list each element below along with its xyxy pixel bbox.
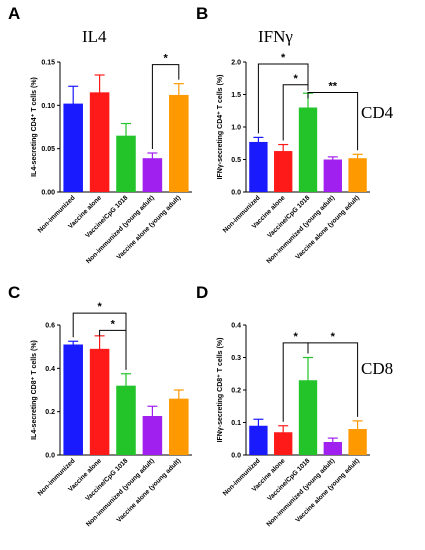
panel-a: A IL4 0.00 0.05 0.10 0.15 IL4-secreting CD4⁺ T…	[8, 4, 192, 265]
y-tick-label: 0.4	[231, 323, 241, 330]
bar	[89, 92, 110, 192]
y-axis-label: IL4-secreting CD4⁺ T cells (%)	[31, 77, 38, 177]
category-label: Vaccine/CpG 1018	[266, 457, 311, 502]
bar	[63, 103, 83, 192]
bar	[89, 348, 110, 455]
y-tick-label: 0.2	[231, 388, 241, 395]
significance-bracket	[257, 63, 309, 134]
bar	[249, 425, 268, 455]
significance-label: *	[293, 73, 298, 85]
y-tick-label: 0.0	[231, 453, 241, 460]
significance-bracket	[151, 64, 180, 149]
bar	[169, 94, 189, 192]
significance-bracket	[307, 92, 359, 151]
bar	[274, 432, 293, 455]
bar	[298, 107, 318, 192]
bar	[298, 380, 318, 455]
significance-label: *	[111, 318, 116, 330]
significance-label: **	[329, 81, 338, 93]
bar	[116, 385, 136, 455]
y-tick-label: 1.0	[231, 125, 241, 132]
bar	[274, 151, 293, 192]
y-tick-label: 0.0	[45, 453, 55, 460]
y-tick-label: 0.05	[41, 146, 55, 153]
bar	[348, 429, 367, 455]
panel-title: IFNγ	[258, 27, 293, 46]
panel-letter: A	[8, 4, 20, 23]
bar	[142, 158, 163, 192]
significance-label: *	[281, 52, 286, 64]
bar	[63, 344, 83, 455]
significance-bracket	[282, 84, 309, 141]
y-tick-label: 2.0	[231, 60, 241, 67]
bar	[323, 159, 342, 192]
significance-label: *	[163, 53, 168, 65]
y-tick-label: 0.00	[41, 190, 55, 197]
row-label-cd8: CD8	[361, 359, 393, 378]
y-tick-label: 0.3	[231, 355, 241, 362]
panel-letter: B	[196, 4, 208, 23]
y-tick-label: 0.5	[231, 157, 241, 164]
row-label-cd4: CD4	[361, 103, 394, 122]
significance-label: *	[293, 331, 298, 343]
y-tick-label: 0.1	[231, 420, 241, 427]
panel-d: D 0.0 0.1 0.2 0.3 0.4 IFNγ-secreting CD8⁺ T ce…	[196, 283, 370, 528]
significance-bracket	[307, 342, 359, 417]
y-tick-label: 0.15	[41, 60, 55, 67]
y-tick-label: 1.5	[231, 92, 241, 99]
significance-label: *	[331, 331, 336, 343]
bar	[348, 158, 367, 192]
panel-c: C 0.0 0.2 0.4 0.6 IL4-secreting CD8⁺ T cells …	[8, 283, 192, 528]
panel-letter: C	[8, 283, 20, 302]
y-axis-label: IFNγ-secreting CD8⁺ T cells (%)	[217, 338, 224, 443]
y-tick-label: 0.4	[45, 366, 55, 373]
significance-label: *	[97, 301, 102, 313]
panel-letter: D	[196, 283, 208, 302]
category-label: Vaccine/CpG 1018	[266, 194, 311, 239]
panel-title: IL4	[82, 27, 107, 46]
bar	[169, 398, 189, 455]
y-tick-label: 0.2	[45, 409, 55, 416]
bar	[249, 141, 268, 192]
bar	[116, 135, 136, 192]
y-axis-label: IL4-secreting CD8⁺ T cells (%)	[31, 340, 38, 440]
panel-b: B IFNγ 0.0 0.5 1.0 1.5 2.0 IFNγ-secreting CD4⁺ …	[196, 4, 370, 265]
y-tick-label: 0.10	[41, 103, 55, 110]
y-axis-label: IFNγ-secreting CD4⁺ T cells (%)	[217, 75, 224, 180]
y-tick-label: 0.6	[45, 323, 55, 330]
bar	[323, 442, 342, 455]
significance-bracket	[99, 329, 127, 370]
y-tick-label: 0.0	[231, 190, 241, 197]
